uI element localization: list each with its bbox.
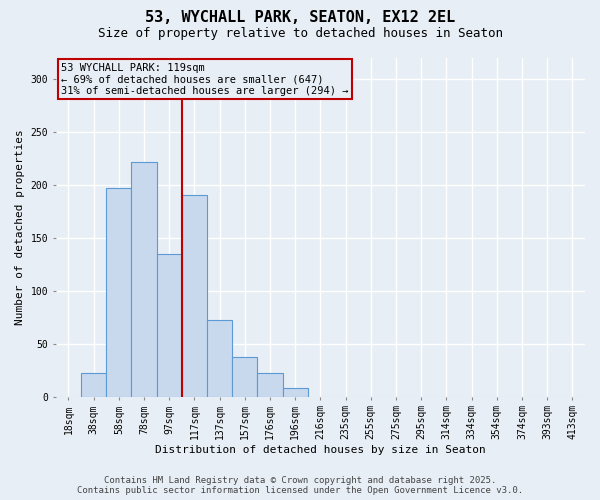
Text: 53, WYCHALL PARK, SEATON, EX12 2EL: 53, WYCHALL PARK, SEATON, EX12 2EL [145,10,455,25]
Bar [232,358,257,397]
Bar [81,373,106,396]
Bar [207,320,232,396]
Bar [182,195,207,396]
Bar [157,254,182,396]
Bar [257,373,283,396]
Text: Size of property relative to detached houses in Seaton: Size of property relative to detached ho… [97,28,503,40]
Y-axis label: Number of detached properties: Number of detached properties [15,129,25,325]
Bar [131,162,157,396]
X-axis label: Distribution of detached houses by size in Seaton: Distribution of detached houses by size … [155,445,486,455]
Text: Contains HM Land Registry data © Crown copyright and database right 2025.
Contai: Contains HM Land Registry data © Crown c… [77,476,523,495]
Bar [106,188,131,396]
Text: 53 WYCHALL PARK: 119sqm
← 69% of detached houses are smaller (647)
31% of semi-d: 53 WYCHALL PARK: 119sqm ← 69% of detache… [61,62,349,96]
Bar [283,388,308,396]
